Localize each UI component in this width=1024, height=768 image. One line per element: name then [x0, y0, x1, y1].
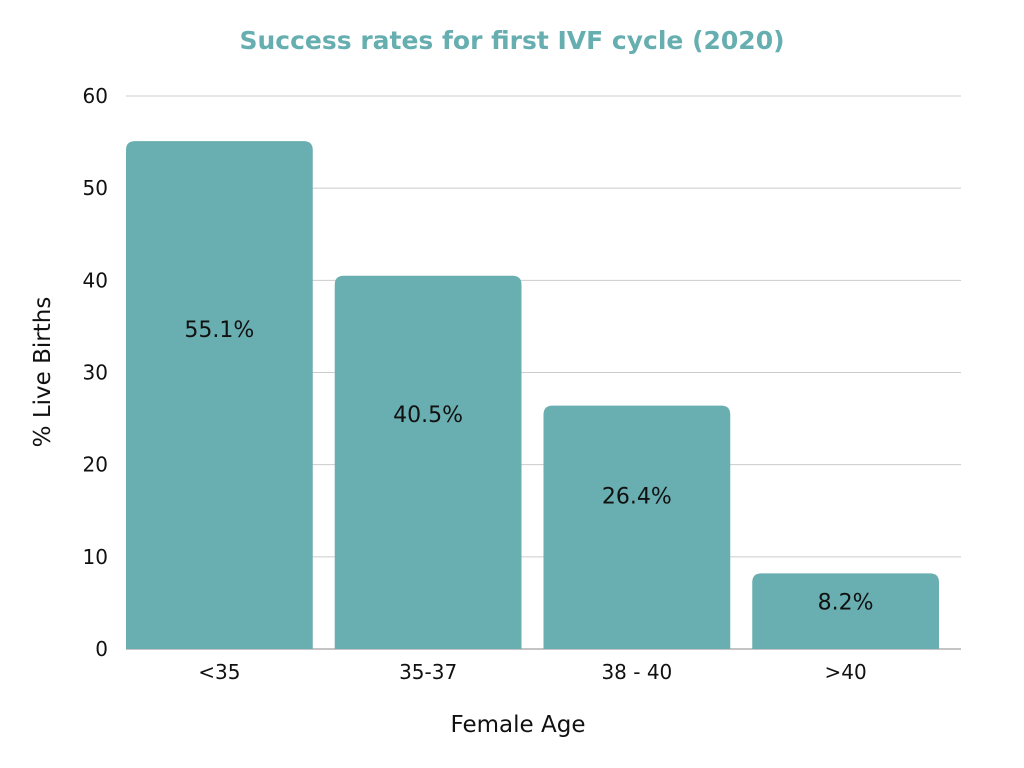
bar-value-label: 55.1% [184, 318, 254, 343]
y-tick-label: 50 [83, 176, 108, 200]
x-tick-label: <35 [198, 660, 240, 684]
x-axis-ticks: <35 35-37 38 - 40 >40 [198, 660, 866, 684]
bar [543, 405, 731, 649]
y-axis-title: % Live Births [30, 297, 56, 448]
y-tick-label: 20 [83, 453, 108, 477]
bar [126, 141, 313, 649]
y-tick-label: 30 [83, 361, 108, 385]
y-tick-label: 60 [83, 84, 108, 108]
y-axis-ticks: 0 10 20 30 40 50 60 [83, 84, 108, 661]
x-tick-label: >40 [825, 660, 867, 684]
bar-value-label: 40.5% [393, 403, 463, 428]
bar-value-label: 26.4% [602, 485, 672, 510]
x-tick-label: 38 - 40 [601, 660, 672, 684]
bar-value-label: 8.2% [818, 590, 874, 615]
chart-title: Success rates for first IVF cycle (2020) [239, 26, 785, 55]
bar [334, 275, 522, 649]
x-tick-label: 35-37 [399, 660, 457, 684]
y-tick-label: 10 [83, 545, 108, 569]
bar [752, 573, 939, 649]
y-tick-label: 40 [83, 268, 108, 292]
bars [126, 141, 939, 649]
y-tick-label: 0 [95, 637, 108, 661]
bar-value-labels: 55.1% 40.5% 26.4% 8.2% [184, 318, 873, 615]
x-axis-title: Female Age [451, 712, 586, 738]
